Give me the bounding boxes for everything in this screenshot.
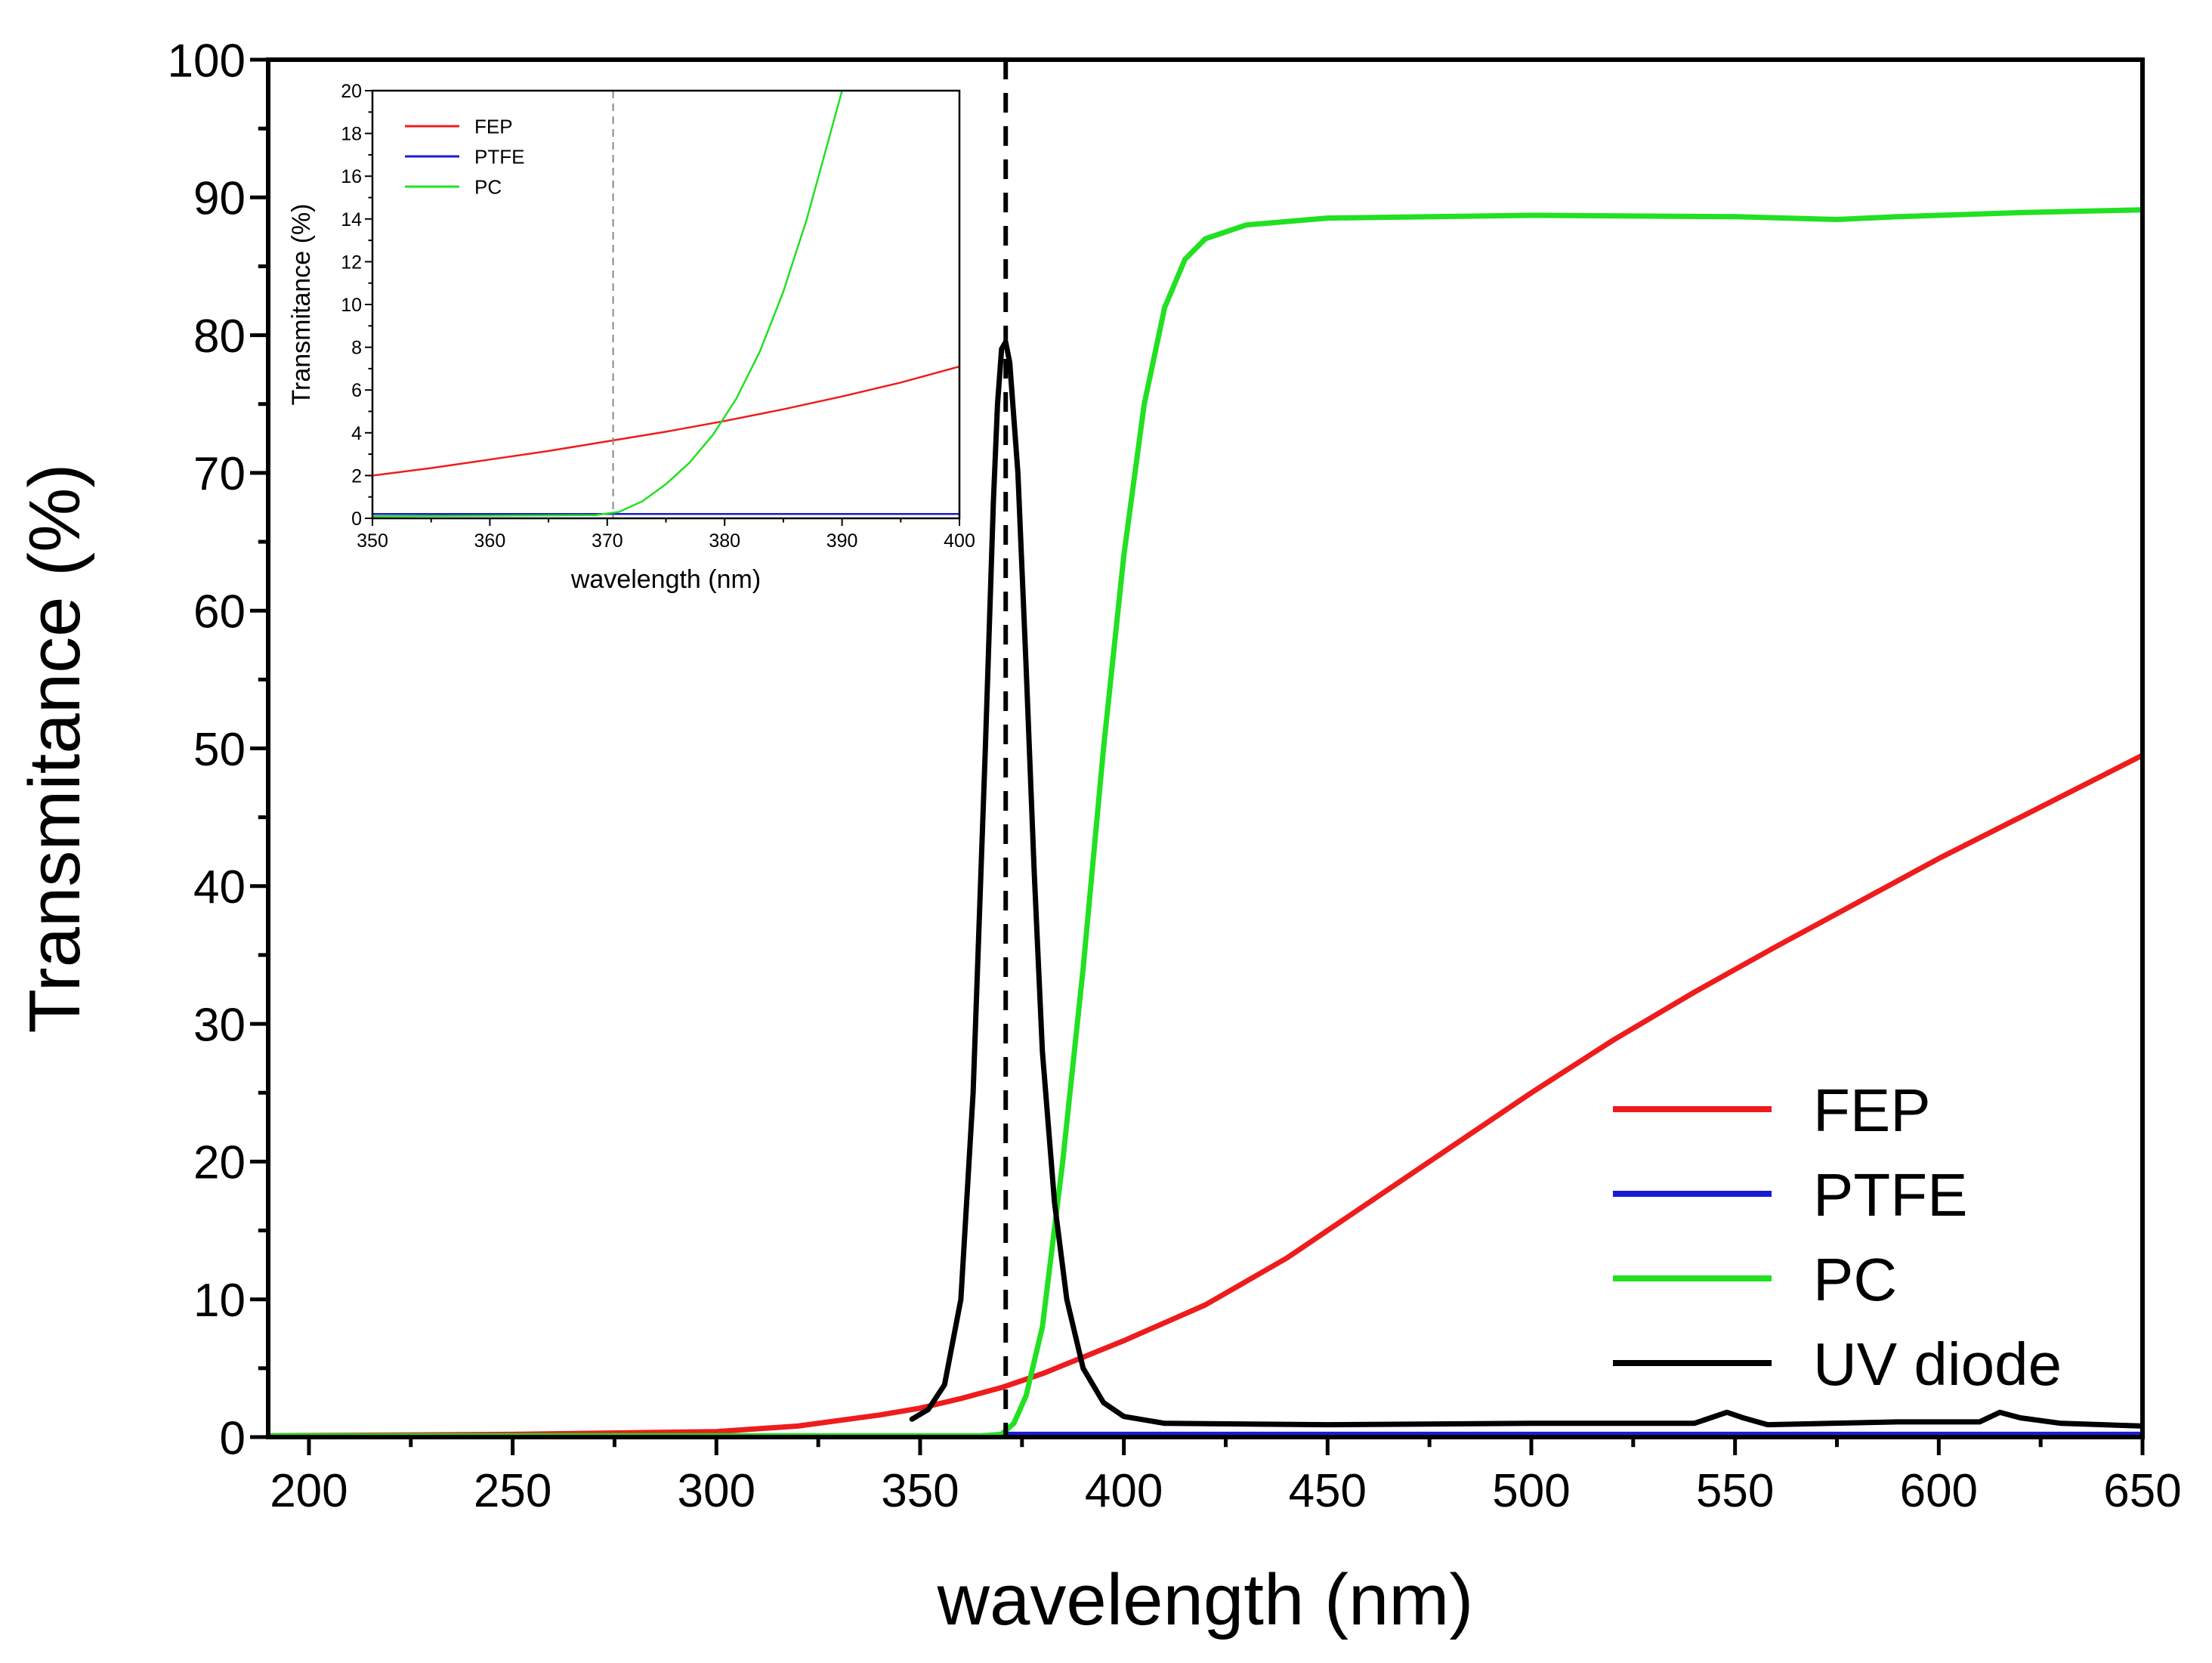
inset-y-tick-label: 12 [341, 252, 362, 273]
inset-x-tick-label: 360 [474, 530, 506, 552]
inset-x-tick-label: 400 [944, 530, 975, 552]
main-legend-label: PC [1813, 1246, 1897, 1313]
main-y-tick-label: 10 [193, 1275, 246, 1327]
inset-chart-group: 350 360 370 380 390 400 0 2 4 6 8 10 12 14 16 18 20 wavel… [287, 81, 975, 594]
inset-plot-area [372, 91, 959, 518]
main-x-tick-label: 650 [2103, 1465, 2181, 1517]
inset-y-tick-label: 0 [351, 508, 362, 530]
main-legend-label: FEP [1813, 1077, 1931, 1144]
main-x-axis-label: wavelength (nm) [937, 1559, 1474, 1640]
main-y-tick-label: 100 [168, 35, 246, 87]
main-y-tick-label: 20 [193, 1137, 246, 1189]
main-y-tick-label: 60 [193, 586, 246, 638]
main-x-tick-label: 400 [1085, 1465, 1163, 1517]
inset-y-tick-label: 6 [351, 380, 362, 401]
inset-y-tick-label: 20 [341, 81, 362, 102]
inset-x-tick-label: 380 [709, 530, 740, 552]
inset-y-tick-label: 18 [341, 124, 362, 145]
main-x-tick-label: 600 [1900, 1465, 1978, 1517]
inset-series-line-pc [372, 91, 843, 518]
main-y-tick-label: 30 [193, 999, 246, 1051]
main-x-tick-label: 250 [474, 1465, 551, 1517]
main-series-line-fep [268, 753, 2142, 1437]
inset-y-tick-label: 2 [351, 465, 362, 487]
main-y-tick-label: 50 [193, 724, 246, 776]
main-x-tick-label: 350 [881, 1465, 959, 1517]
main-chart-group: 200 250 300 350 400 450 500 550 600 6500102030405… [14, 35, 2182, 1640]
inset-y-tick-label: 14 [341, 209, 362, 230]
inset-x-tick-label: 390 [826, 530, 858, 552]
inset-series-line-fep [372, 365, 959, 477]
main-series-line-uv-diode [909, 339, 2142, 1429]
main-y-tick-label: 40 [193, 861, 246, 913]
inset-legend-label: PTFE [474, 145, 524, 168]
main-legend-label: PTFE [1813, 1161, 1967, 1229]
main-y-tick-label: 90 [193, 173, 246, 225]
main-y-tick-label: 70 [193, 448, 246, 500]
inset-x-tick-label: 370 [592, 530, 623, 552]
main-x-tick-label: 300 [678, 1465, 755, 1517]
main-x-tick-label: 200 [270, 1465, 348, 1517]
main-x-tick-label: 550 [1696, 1465, 1774, 1517]
inset-y-axis-label: Transmitance (%) [287, 203, 316, 405]
main-y-axis-label: Transmitance (%) [14, 464, 95, 1034]
inset-y-tick-label: 8 [351, 338, 362, 359]
main-x-tick-label: 500 [1492, 1465, 1570, 1517]
main-y-tick-label: 80 [193, 311, 246, 363]
inset-x-axis-label: wavelength (nm) [570, 565, 761, 594]
inset-legend-label: PC [474, 175, 502, 198]
inset-plot-frame [371, 89, 961, 520]
main-y-tick-label: 0 [220, 1412, 246, 1464]
inset-legend-label: FEP [474, 115, 513, 138]
inset-y-tick-label: 4 [351, 423, 362, 444]
main-series-line-pc [268, 207, 2142, 1437]
inset-x-tick-label: 350 [357, 530, 388, 552]
main-plot-frame [266, 57, 2145, 1439]
inset-y-tick-label: 10 [341, 295, 362, 316]
main-legend-label: UV diode [1813, 1331, 2062, 1398]
inset-y-tick-label: 16 [341, 166, 362, 187]
main-x-tick-label: 450 [1289, 1465, 1367, 1517]
